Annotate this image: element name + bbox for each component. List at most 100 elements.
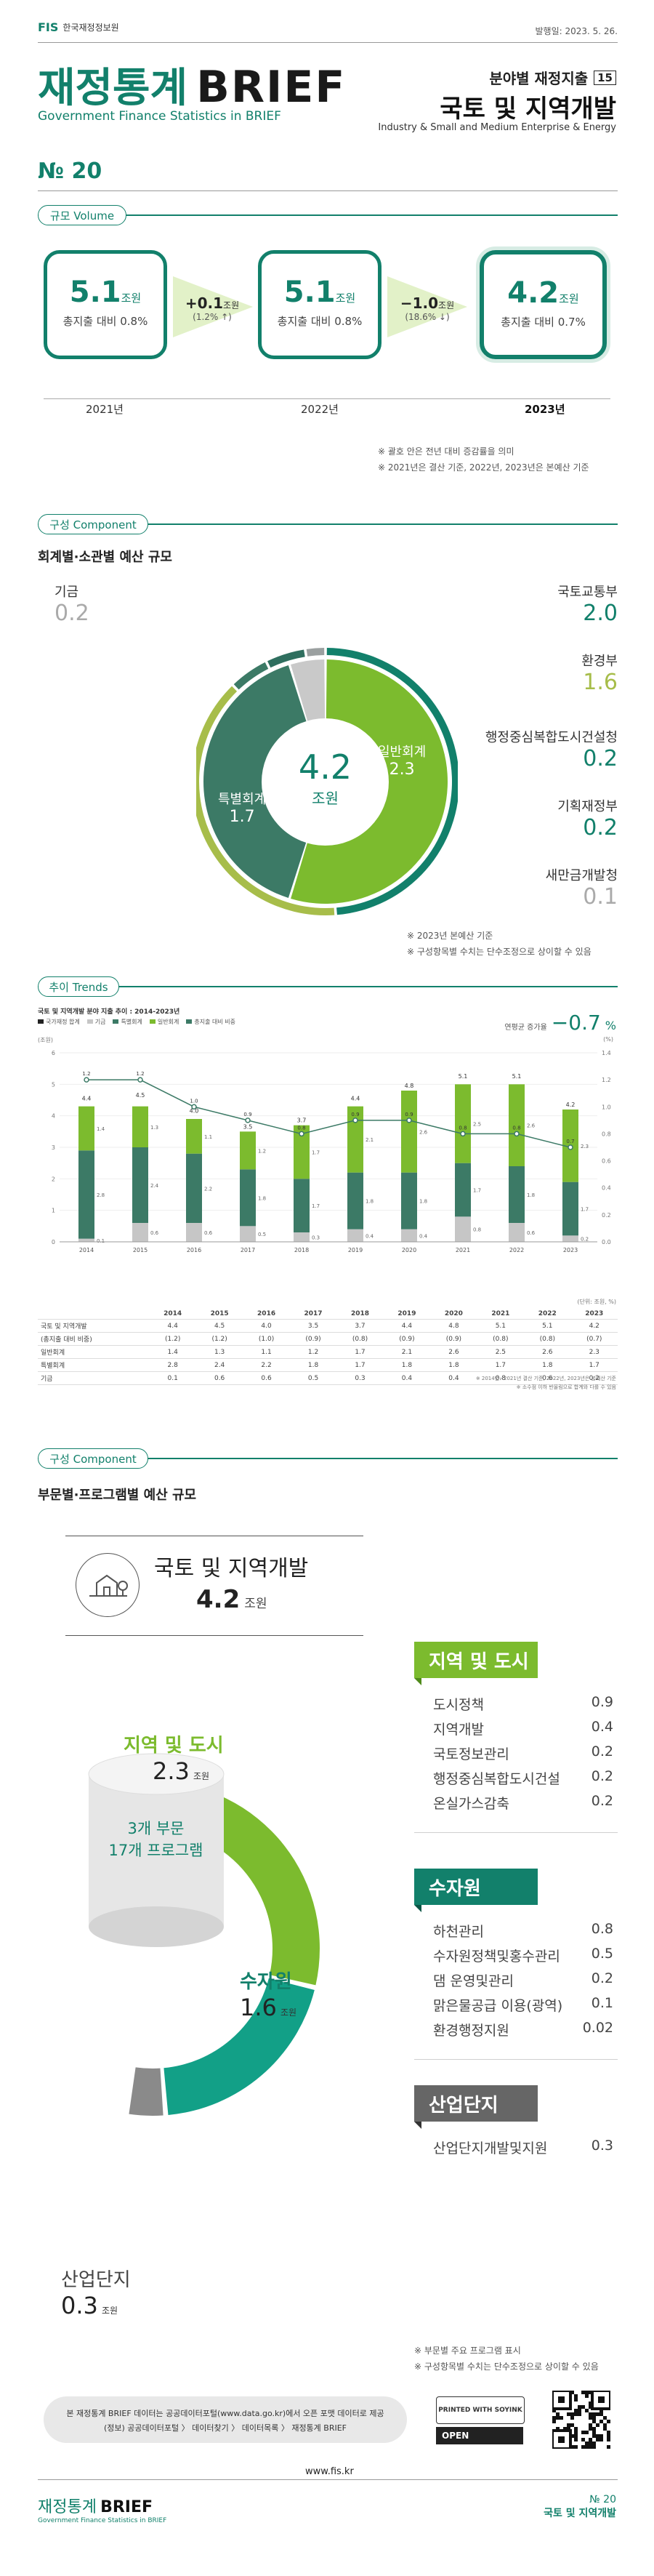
table-cell: 1.8 <box>289 1358 337 1372</box>
legend-item: 일반회계 <box>149 1018 179 1026</box>
total-label: 4.5 <box>136 1092 145 1099</box>
program-name: 행정중심복합도시건설 <box>433 1771 560 1787</box>
table-row: 기금 0.1 0.6 0.6 0.5 0.3 0.4 0.4 0.8 0.6 0.2 <box>38 1371 618 1385</box>
special-bar-label: 1.7 <box>581 1207 589 1213</box>
qr-module <box>589 2438 592 2441</box>
general-bar-label: 1.1 <box>204 1134 212 1140</box>
total-value-row: 4.2 조원 <box>196 1585 267 1614</box>
sector-1-header-tail <box>414 1678 421 1685</box>
qr-module <box>570 2423 574 2427</box>
total-value: 4.2 <box>196 1585 241 1614</box>
qr-module <box>592 2445 596 2449</box>
org-logo: FIS 한국재정정보원 <box>38 20 119 34</box>
fund-bar-label: 0.6 <box>204 1230 213 1236</box>
sector-2-header-tail <box>414 1905 421 1912</box>
sector-3-header-tail <box>414 2122 421 2129</box>
qr-module <box>567 2423 570 2427</box>
table-cell: (0.9) <box>383 1332 431 1346</box>
program-value: 0.9 <box>591 1694 613 1710</box>
program-name: 댐 운영및관리 <box>433 1973 514 1989</box>
trend-legend: 국가재정 합계 기금 특별회계 일반회계 총지출 대비 비중 <box>38 1018 235 1026</box>
program-name: 지역개발 <box>433 1722 484 1738</box>
cylinder-top <box>88 1753 225 1795</box>
footer-brand-kr: 재정통계 <box>38 2498 97 2516</box>
note: ※ 괄호 안은 전년 대비 증감률을 의미 <box>378 446 514 457</box>
program-row: 수자원정책및홍수관리 0.5 <box>433 1946 613 1965</box>
series-label-text: 분야별 재정지출 <box>489 70 589 87</box>
qr-module <box>592 2412 596 2416</box>
table-cell: 4.0 <box>243 1319 290 1333</box>
general-bar-label: 2.1 <box>366 1137 374 1143</box>
notice-line1: 본 재정통계 BRIEF 데이터는 공공데이터포털(www.data.go.kr… <box>66 2409 384 2418</box>
y2-tick-label: 1.2 <box>602 1077 611 1083</box>
qr-module <box>552 2420 556 2423</box>
special-bar <box>186 1153 202 1223</box>
fund-bar-label: 0.4 <box>419 1233 428 1239</box>
general-bar-label: 2.6 <box>527 1123 536 1129</box>
ratio-label: 1.2 <box>82 1071 90 1077</box>
legend-text: 국가재정 합계 <box>46 1019 80 1025</box>
program-row: 지역개발 0.4 <box>433 1719 613 1738</box>
program-value: 0.02 <box>582 2020 613 2036</box>
table-row: 국토 및 지역개발 4.4 4.5 4.0 3.5 3.7 4.4 4.8 5.1 5.1 4.2 <box>38 1319 618 1333</box>
qr-module <box>574 2394 578 2398</box>
sector-3-label: 산업단지 0.3 조원 <box>61 2265 131 2319</box>
fund-bar-label: 0.1 <box>97 1238 105 1244</box>
component1-notes: ※ 2023년 본예산 기준 ※ 구성항목별 수치는 단수조정으로 상이할 수 … <box>407 928 592 960</box>
volume-box-2023: 4.2조원 총지출 대비 0.7% <box>480 250 607 359</box>
ratio-label: 1.0 <box>190 1098 198 1104</box>
program-value: 0.2 <box>591 1744 613 1760</box>
table-cell: 2.2 <box>243 1358 290 1372</box>
table-cell: (0.8) <box>477 1332 525 1346</box>
qr-module <box>567 2427 570 2431</box>
footer-issue-number: № 20 <box>589 2494 616 2505</box>
qr-module <box>585 2391 589 2394</box>
component2-rule <box>38 1458 618 1459</box>
qr-finder-core <box>558 2436 565 2443</box>
volume-share: 총지출 대비 0.7% <box>501 316 586 329</box>
donut-center: 4.2 조원 <box>262 718 389 846</box>
change-value: +0.1 <box>185 294 224 312</box>
program-name: 수자원정책및홍수관리 <box>433 1949 560 1965</box>
table-cell: 1.7 <box>336 1358 384 1372</box>
footer-url[interactable]: www.fis.kr <box>305 2466 354 2477</box>
ministry-3-value: 0.2 <box>583 746 618 771</box>
sector-name: 산업단지 <box>61 2269 131 2291</box>
table-cell: (0.9) <box>430 1332 477 1346</box>
note: ※ 2014년~2021년 결산 기준, 2022년, 2023년은 본예산 기… <box>475 1376 616 1381</box>
x-tick-label: 2021 <box>456 1247 470 1253</box>
qr-module <box>596 2438 600 2441</box>
page-title: 재정통계 BRIEF <box>38 55 346 114</box>
sector-unit: 조원 <box>193 1771 210 1781</box>
table-row: 일반회계 1.4 1.3 1.1 1.2 1.7 2.1 2.6 2.5 2.6 2.3 <box>38 1345 618 1359</box>
table-cell: 0.6 <box>195 1371 243 1385</box>
legend-text: 일반회계 <box>157 1019 179 1025</box>
change-pct: (1.2% ↑) <box>193 312 232 322</box>
change-value: −1.0 <box>400 294 439 312</box>
volume-value: 5.1 <box>283 276 336 309</box>
volume-box-2022: 5.1조원 총지출 대비 0.8% <box>258 250 382 359</box>
avg-growth: 연평균 증가율 −0.7 % <box>504 1011 616 1035</box>
special-bar-label: 1.8 <box>419 1199 427 1205</box>
component1-title: 회계별·소관별 예산 규모 <box>38 550 172 565</box>
qr-module <box>607 2438 610 2441</box>
special-bar <box>240 1169 256 1227</box>
inner-value: 2.3 <box>389 761 415 779</box>
footer-brand: 재정통계 BRIEF Government Finance Statistics… <box>38 2494 166 2524</box>
ministry-4-name: 기획재정부 <box>557 799 618 814</box>
table-cell: 0.6 <box>243 1371 290 1385</box>
general-bar <box>132 1106 148 1147</box>
x-tick-label: 2016 <box>187 1247 201 1253</box>
qr-module <box>607 2434 610 2438</box>
ratio-label: 0.8 <box>512 1125 520 1131</box>
ratio-point <box>245 1118 251 1123</box>
program-name: 맑은물공급 이용(광역) <box>433 1998 563 2014</box>
special-bar-label: 1.8 <box>527 1192 535 1198</box>
qr-module <box>603 2416 607 2420</box>
cylinder-body <box>89 1774 224 1927</box>
qr-module <box>556 2412 560 2416</box>
total-label: 4.4 <box>82 1095 92 1102</box>
ministry-2-name: 환경부 <box>581 654 618 669</box>
house-tree-icon <box>89 1574 128 1597</box>
special-bar <box>294 1179 310 1232</box>
